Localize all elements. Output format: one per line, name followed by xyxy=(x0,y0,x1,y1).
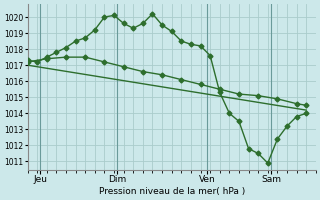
X-axis label: Pression niveau de la mer( hPa ): Pression niveau de la mer( hPa ) xyxy=(99,187,245,196)
